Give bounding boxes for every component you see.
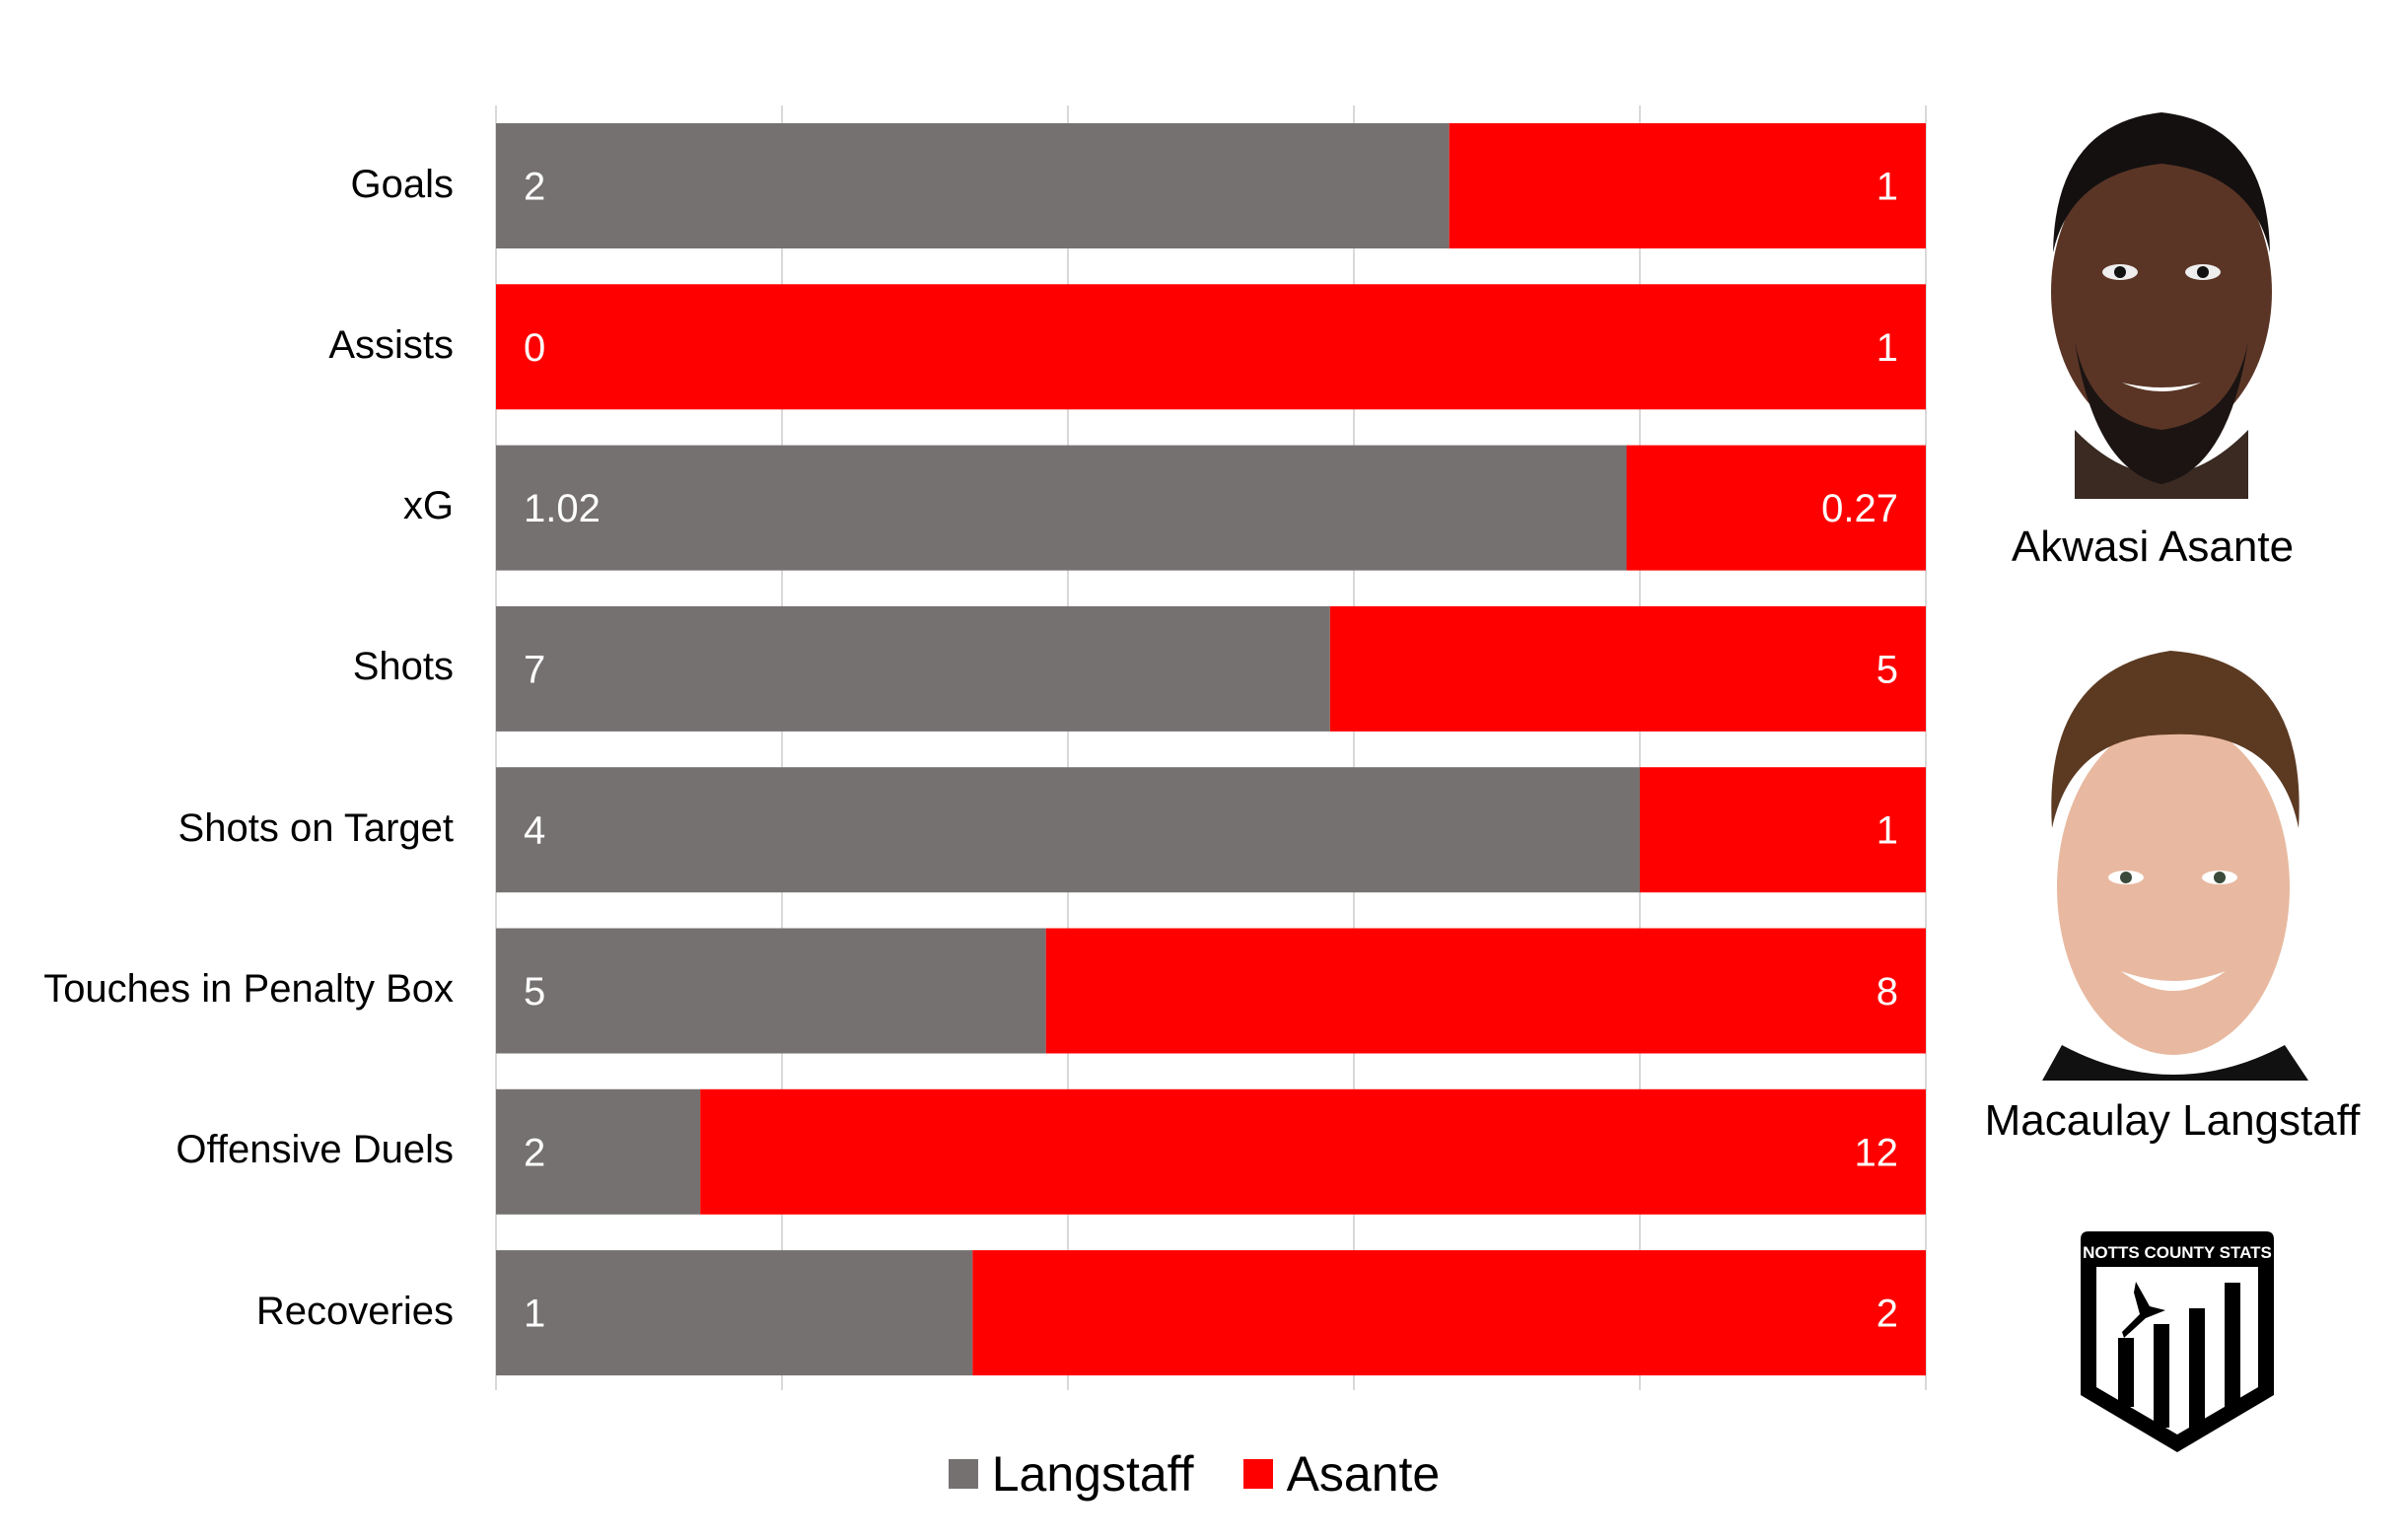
bar-asante [1045, 928, 1926, 1054]
legend-label-langstaff: Langstaff [991, 1446, 1194, 1502]
legend-swatch-langstaff [948, 1459, 978, 1489]
bar-asante [1626, 445, 1926, 571]
category-label: Goals [350, 162, 455, 206]
data-label-asante: 1 [1877, 326, 1898, 370]
data-label-langstaff: 1 [524, 1293, 545, 1336]
legend: Langstaff Asante [0, 1445, 2398, 1503]
notts-county-stats-logo: NOTTS COUNTY STATS [2081, 1231, 2274, 1452]
category-label: Recoveries [255, 1289, 454, 1333]
data-label-langstaff: 5 [524, 970, 545, 1014]
data-label-asante: 1 [1877, 166, 1898, 209]
bar-asante [972, 1250, 1926, 1376]
bar-langstaff [496, 767, 1640, 893]
bar-langstaff [496, 123, 1450, 248]
category-label: Shots [352, 645, 454, 689]
data-label-langstaff: 7 [524, 648, 545, 691]
legend-item-langstaff: Langstaff [948, 1445, 1194, 1503]
bar-asante [496, 284, 1926, 410]
legend-item-asante: Asante [1242, 1445, 1441, 1503]
bar-langstaff [496, 1088, 701, 1215]
player-name-langstaff: Macaulay Langstaff [1984, 1096, 2361, 1145]
data-label-asante: 12 [1855, 1131, 1899, 1174]
bar-langstaff [496, 605, 1330, 732]
svg-text:NOTTS COUNTY STATS: NOTTS COUNTY STATS [2083, 1243, 2272, 1262]
legend-label-asante: Asante [1286, 1446, 1441, 1502]
bar-asante [700, 1088, 1927, 1215]
player-photo-langstaff [2042, 651, 2308, 1081]
data-label-asante: 5 [1877, 648, 1898, 691]
bar-langstaff [496, 928, 1046, 1054]
category-label: Shots on Target [177, 805, 454, 850]
data-label-asante: 8 [1877, 970, 1898, 1014]
bar-asante [1449, 123, 1926, 248]
data-label-langstaff: 2 [524, 166, 545, 209]
data-label-asante: 0.27 [1821, 487, 1898, 530]
data-label-langstaff: 4 [524, 809, 545, 853]
data-label-asante: 1 [1877, 809, 1898, 853]
data-label-langstaff: 0 [524, 326, 545, 370]
player-photo-asante [2051, 112, 2272, 499]
bar-langstaff [496, 1250, 973, 1376]
legend-swatch-asante [1242, 1459, 1273, 1489]
category-label: Assists [328, 322, 454, 367]
category-label: Touches in Penalty Box [43, 967, 454, 1011]
bar-langstaff [496, 445, 1627, 571]
data-label-langstaff: 2 [524, 1131, 545, 1174]
category-label: xG [402, 484, 454, 528]
bar-asante [1640, 767, 1926, 893]
category-label: Offensive Duels [176, 1128, 454, 1172]
data-label-asante: 2 [1877, 1293, 1898, 1336]
player-name-asante: Akwasi Asante [2011, 523, 2295, 571]
data-label-langstaff: 1.02 [524, 487, 601, 530]
bar-asante [1329, 605, 1926, 732]
